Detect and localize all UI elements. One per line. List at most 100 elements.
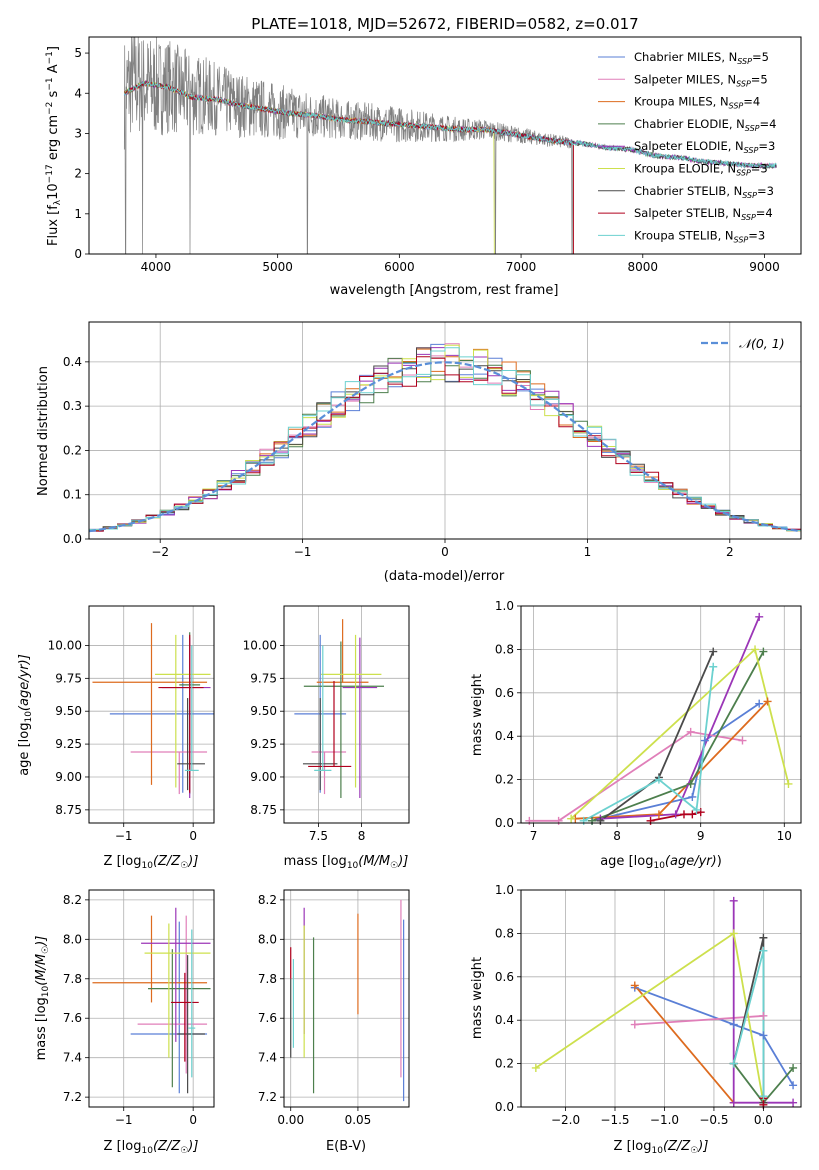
age_vs_mass-ytick-label: 8.75 (250, 803, 277, 817)
age_vs_mass-content (294, 619, 384, 799)
weight-point-marker (671, 810, 680, 819)
residuals-ytick-label: 0.1 (63, 488, 82, 502)
wAge-xlabel-unit: (age/yr) (665, 854, 717, 869)
mass_vs_ebv-ytick-label: 7.6 (258, 1011, 277, 1025)
residuals-xtick-label: −1 (294, 545, 312, 559)
ageZ-xlabel-sub: 10 (141, 861, 153, 871)
weight-point-marker (696, 808, 705, 817)
legend-label-count: =5 (751, 72, 768, 86)
wAge-xlabel-close: ) (717, 854, 722, 869)
spectrum-ylabel-unit4: A (46, 64, 61, 77)
spectrum-ylabel-unit3: s (46, 90, 61, 101)
ageZ-xlabel-sun: ☉ (180, 861, 188, 871)
weight-point-marker (709, 662, 718, 671)
residuals-ylabel: Normed distribution (36, 366, 51, 496)
spectrum-ylabel-close: ] (46, 46, 61, 51)
weight_vs_Z-xtick-label: −1.5 (600, 1113, 629, 1127)
legend-label: Kroupa MILES, NSSP=4 (634, 95, 760, 111)
age_vs_Z-content (92, 623, 214, 799)
legend-label-sub: SSP (745, 124, 760, 133)
weight-point-marker (688, 810, 697, 819)
mass_vs_Z-xtick-label: 0 (189, 1113, 197, 1127)
weight-series-line (732, 900, 794, 1104)
residuals-ytick-label: 0.3 (63, 399, 82, 413)
weight_vs_Z-ytick-label: 0.4 (495, 1013, 514, 1027)
ageMass-xlabel-unit: (M/M (358, 854, 390, 869)
weight_vs_age-ytick-label: 1.0 (495, 599, 514, 613)
mass_vs_ebv-frame (283, 889, 410, 1108)
age_vs_Z-ytick-label: 8.75 (55, 803, 82, 817)
weight-point-marker (759, 946, 768, 955)
wZ-xlabel-sun: ☉ (690, 1146, 698, 1156)
massZ-xlabel: Z [log10(Z/Z☉)] (104, 1139, 199, 1156)
weight-point-marker (759, 933, 768, 942)
legend-label-text: Kroupa ELODIE, N (634, 162, 736, 176)
weight-point-marker (763, 697, 772, 706)
gaussian-curve (89, 361, 801, 533)
mass_vs_ebv-ytick-label: 8.0 (258, 932, 277, 946)
legend-label-count: =4 (760, 117, 777, 131)
wAge-xlabel: age [log10(age/yr)) (600, 854, 722, 871)
weight-point-marker (784, 779, 793, 788)
spectrum-ytick-label: 2 (74, 167, 82, 181)
weight-point-marker (700, 736, 709, 745)
residuals-xtick-label: 1 (584, 545, 592, 559)
residuals-ytick-label: 0.0 (63, 532, 82, 546)
spectrum-ylabel-unit2: erg cm (46, 115, 61, 164)
residuals-content (89, 343, 801, 539)
weight-point-marker (759, 1092, 768, 1101)
weight_vs_age-xtick-label: 7 (530, 829, 538, 843)
wZ-xlabel-close: )] (697, 1139, 708, 1154)
age_vs_mass-xtick-label: 8 (358, 829, 366, 843)
age_vs_mass-ytick-label: 9.75 (250, 671, 277, 685)
wZ-ylabel: mass weight (470, 957, 485, 1039)
mass_vs_ebv-plot: 0.00 0.05 7.2 7.4 7.6 7.8 8.0 8.2 (258, 889, 410, 1127)
massZ-xlabel-sub: 10 (141, 1146, 153, 1156)
legend-label-count: =3 (751, 162, 768, 176)
weight-point-marker (692, 805, 701, 814)
spectrum-model-line (123, 80, 777, 169)
age_vs_Z-xtick-label: −1 (115, 829, 133, 843)
spectrum-xtick-label: 7000 (506, 260, 537, 274)
age_vs_mass-ytick-label: 9.00 (250, 770, 277, 784)
weight-point-marker (789, 1063, 798, 1072)
weight_vs_age-plot: 7 8 9 10 0.0 0.2 0.4 0.6 0.8 1.0 (495, 599, 802, 843)
weight-point-marker (789, 1081, 798, 1090)
ageMass-xlabel-sun: ☉ (390, 861, 398, 871)
wZ-xlabel: Z [log10(Z/Z☉)] (614, 1139, 709, 1156)
ageZ-ylabel-sub: 10 (24, 711, 34, 723)
weight-series-line (634, 986, 794, 1086)
spectrum-ylabel: Flux [fλ10−17 erg cm−2 s−1 A−1] (45, 46, 63, 246)
spectrum-ytick-label: 4 (74, 86, 82, 100)
legend-label-text: Chabrier MILES, N (634, 50, 737, 64)
mass_vs_ebv-ytick-label: 7.4 (258, 1051, 277, 1065)
spectrum-ylabel-exp2: −2 (45, 102, 55, 115)
mass_vs_Z-frame (88, 889, 215, 1108)
wAge-ylabel: mass weight (470, 674, 485, 756)
weight_vs_age-frame (520, 605, 802, 824)
massZ-ylabel-unit: (M/M (34, 954, 49, 986)
residual-legend-label: 𝒩(0, 1) (739, 336, 785, 351)
weight-point-marker (759, 647, 768, 656)
wAge-xlabel-text: age [log (600, 854, 653, 869)
spectrum-ytick-label: 1 (74, 207, 82, 221)
legend-label: Salpeter MILES, NSSP=5 (634, 72, 768, 88)
weight-point-marker (789, 1098, 798, 1107)
weight-point-marker (686, 727, 695, 736)
spectrum-ylabel-exp1: −17 (45, 164, 55, 183)
legend-label: Chabrier MILES, NSSP=5 (634, 50, 769, 66)
legend-label-count: =5 (752, 50, 769, 64)
ageMass-xlabel-close: )] (397, 854, 408, 869)
legend-label-sub: SSP (737, 57, 752, 66)
residuals-ytick-label: 0.2 (63, 443, 82, 457)
age_vs_mass-ytick-label: 9.50 (250, 704, 277, 718)
legend-label-sub: SSP (741, 213, 756, 222)
age_vs_mass-ytick-label: 9.25 (250, 737, 277, 751)
weight-point-marker (531, 1063, 540, 1072)
weight_vs_age-xtick-label: 8 (613, 829, 621, 843)
legend-label-count: =4 (756, 206, 773, 220)
legend-label-text: Salpeter ELODIE, N (634, 139, 744, 153)
weight-point-marker (709, 647, 718, 656)
spectrum-ylabel-exp4: −1 (45, 51, 55, 64)
